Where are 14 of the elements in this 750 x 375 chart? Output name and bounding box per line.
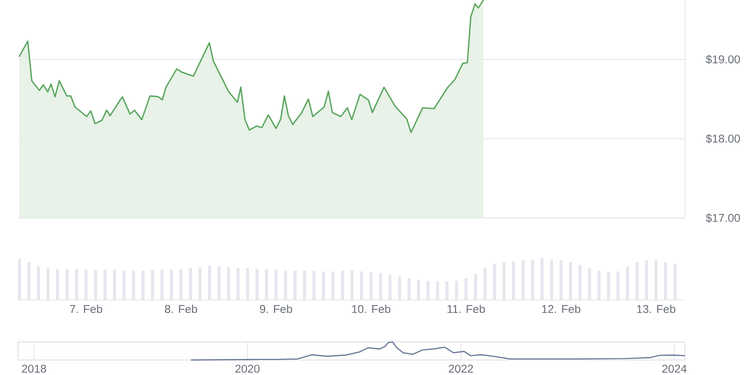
x-tick-label: 13. Feb (637, 304, 676, 314)
y-tick-label: $17.00 (706, 213, 740, 223)
x-tick-label: 8. Feb (164, 304, 198, 314)
x-tick-label: 2024 (662, 364, 687, 373)
x-tick-label: 9. Feb (260, 304, 292, 314)
x-tick-label: 12. Feb (542, 304, 580, 314)
x-tick-label: 2022 (448, 364, 473, 373)
x-tick-label: 7. Feb (70, 304, 102, 314)
y-tick-label: $18.00 (706, 134, 740, 144)
y-tick-label: $19.00 (706, 54, 740, 64)
x-tick-label: 2018 (22, 364, 46, 373)
x-tick-label: 10. Feb (352, 304, 390, 314)
x-tick-label: 11. Feb (448, 304, 485, 314)
x-tick-label: 2020 (235, 364, 260, 373)
